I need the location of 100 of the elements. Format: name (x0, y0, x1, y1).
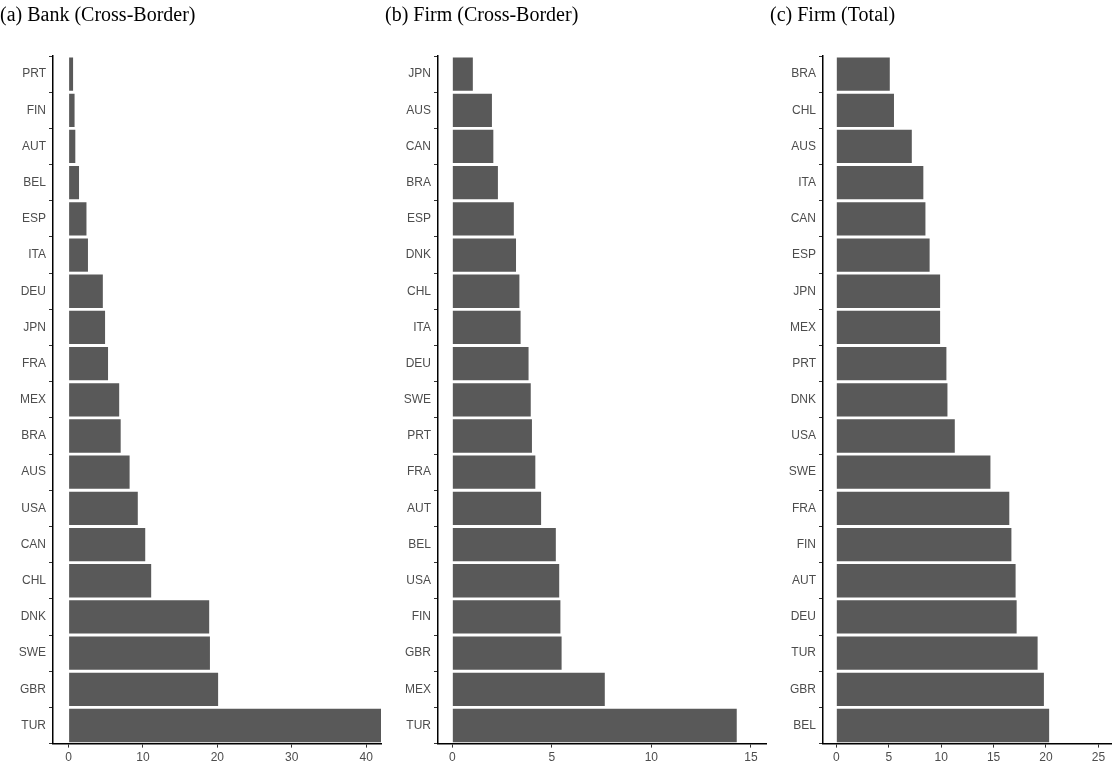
y-tick-label: GBR (789, 681, 817, 696)
y-tick-label: AUS (406, 102, 431, 117)
bar (836, 129, 912, 164)
y-tick-label: BRA (791, 66, 816, 81)
bar (836, 93, 894, 127)
y-tick-label: FIN (796, 536, 816, 551)
bar (836, 636, 1038, 670)
y-tick-label: TUR (406, 717, 432, 732)
bar (452, 57, 473, 91)
bar (69, 57, 74, 91)
bar (452, 419, 532, 453)
bar (69, 202, 87, 236)
bar (452, 238, 517, 272)
y-tick-label: DNK (405, 247, 431, 262)
bar (69, 346, 109, 381)
y-tick-label: SWE (403, 392, 431, 407)
x-tick-label: 5 (548, 750, 556, 765)
y-tick-label: BEL (23, 174, 47, 189)
bar (836, 202, 926, 236)
x-tick-label: 10 (644, 750, 659, 765)
bar (836, 238, 930, 272)
y-tick-label: BEL (793, 717, 817, 732)
y-tick-label: CHL (791, 102, 817, 117)
bar (69, 636, 210, 670)
y-tick-label: TUR (791, 645, 817, 660)
x-tick-label: 10 (934, 750, 949, 765)
x-tick-label: 25 (1091, 750, 1106, 765)
bar (452, 93, 492, 127)
x-tick-label: 0 (832, 750, 840, 765)
bar (69, 708, 381, 743)
y-tick-label: AUT (792, 573, 817, 588)
y-tick-label: AUS (21, 464, 46, 479)
bar (452, 600, 561, 634)
bar (69, 274, 103, 308)
y-tick-label: BEL (408, 536, 432, 551)
bar (836, 527, 1012, 562)
y-tick-label: CAN (20, 536, 46, 551)
bar (452, 129, 494, 164)
bar (452, 202, 514, 236)
bar (452, 346, 529, 381)
bar (452, 636, 562, 670)
y-tick-label: FIN (411, 609, 431, 624)
y-tick-label: CAN (405, 138, 431, 153)
y-tick-label: ITA (413, 319, 431, 334)
x-tick-label: 20 (210, 750, 225, 765)
y-tick-label: PRT (407, 428, 432, 443)
x-tick-label: 15 (744, 750, 758, 765)
y-tick-label: DEU (405, 355, 431, 370)
bar (69, 238, 88, 272)
bar (452, 527, 556, 562)
x-tick-label: 10 (136, 750, 150, 765)
y-tick-label: AUT (407, 500, 432, 515)
bar (69, 93, 75, 127)
y-tick-label: MEX (404, 681, 431, 696)
bar (836, 57, 890, 91)
y-tick-label: FRA (22, 355, 46, 370)
y-tick-label: CHL (406, 283, 432, 298)
bar (69, 129, 76, 164)
y-tick-label: GBR (404, 645, 432, 660)
bar (69, 383, 120, 417)
y-tick-label: DEU (20, 283, 46, 298)
y-tick-label: USA (406, 573, 431, 588)
y-tick-label: TUR (21, 717, 47, 732)
y-tick-label: FRA (792, 500, 816, 515)
y-tick-label: PRT (22, 66, 47, 81)
bar (69, 600, 210, 634)
y-tick-label: BRA (21, 428, 46, 443)
y-tick-label: CAN (790, 211, 816, 226)
bar (452, 491, 542, 526)
bar (836, 455, 991, 489)
bar (69, 166, 80, 200)
y-tick-label: BRA (406, 174, 431, 189)
y-tick-label: FIN (26, 102, 46, 117)
y-tick-label: SWE (788, 464, 816, 479)
y-tick-label: DNK (790, 392, 816, 407)
bar (836, 166, 924, 200)
chart-title: (a) Bank (Cross-Border) (0, 3, 196, 27)
x-tick-label: 15 (986, 750, 1001, 765)
x-tick-label: 40 (359, 750, 374, 765)
y-tick-label: ITA (28, 247, 46, 262)
y-tick-label: DEU (790, 609, 816, 624)
x-tick-label: 0 (65, 750, 73, 765)
bar (69, 527, 146, 562)
bar (836, 419, 955, 453)
y-tick-label: SWE (18, 645, 46, 660)
y-tick-label: FRA (407, 464, 431, 479)
bar (69, 455, 130, 489)
bar (836, 708, 1050, 743)
bar (452, 310, 521, 345)
bar (836, 274, 941, 308)
y-tick-label: JPN (793, 283, 816, 298)
y-tick-label: ITA (798, 174, 816, 189)
y-tick-label: PRT (792, 355, 817, 370)
y-tick-label: ESP (21, 211, 46, 226)
y-tick-label: MEX (789, 319, 816, 334)
y-tick-label: DNK (20, 609, 46, 624)
bar (836, 346, 947, 381)
bar (69, 419, 121, 453)
bar (452, 166, 498, 200)
x-tick-label: 5 (885, 750, 893, 765)
